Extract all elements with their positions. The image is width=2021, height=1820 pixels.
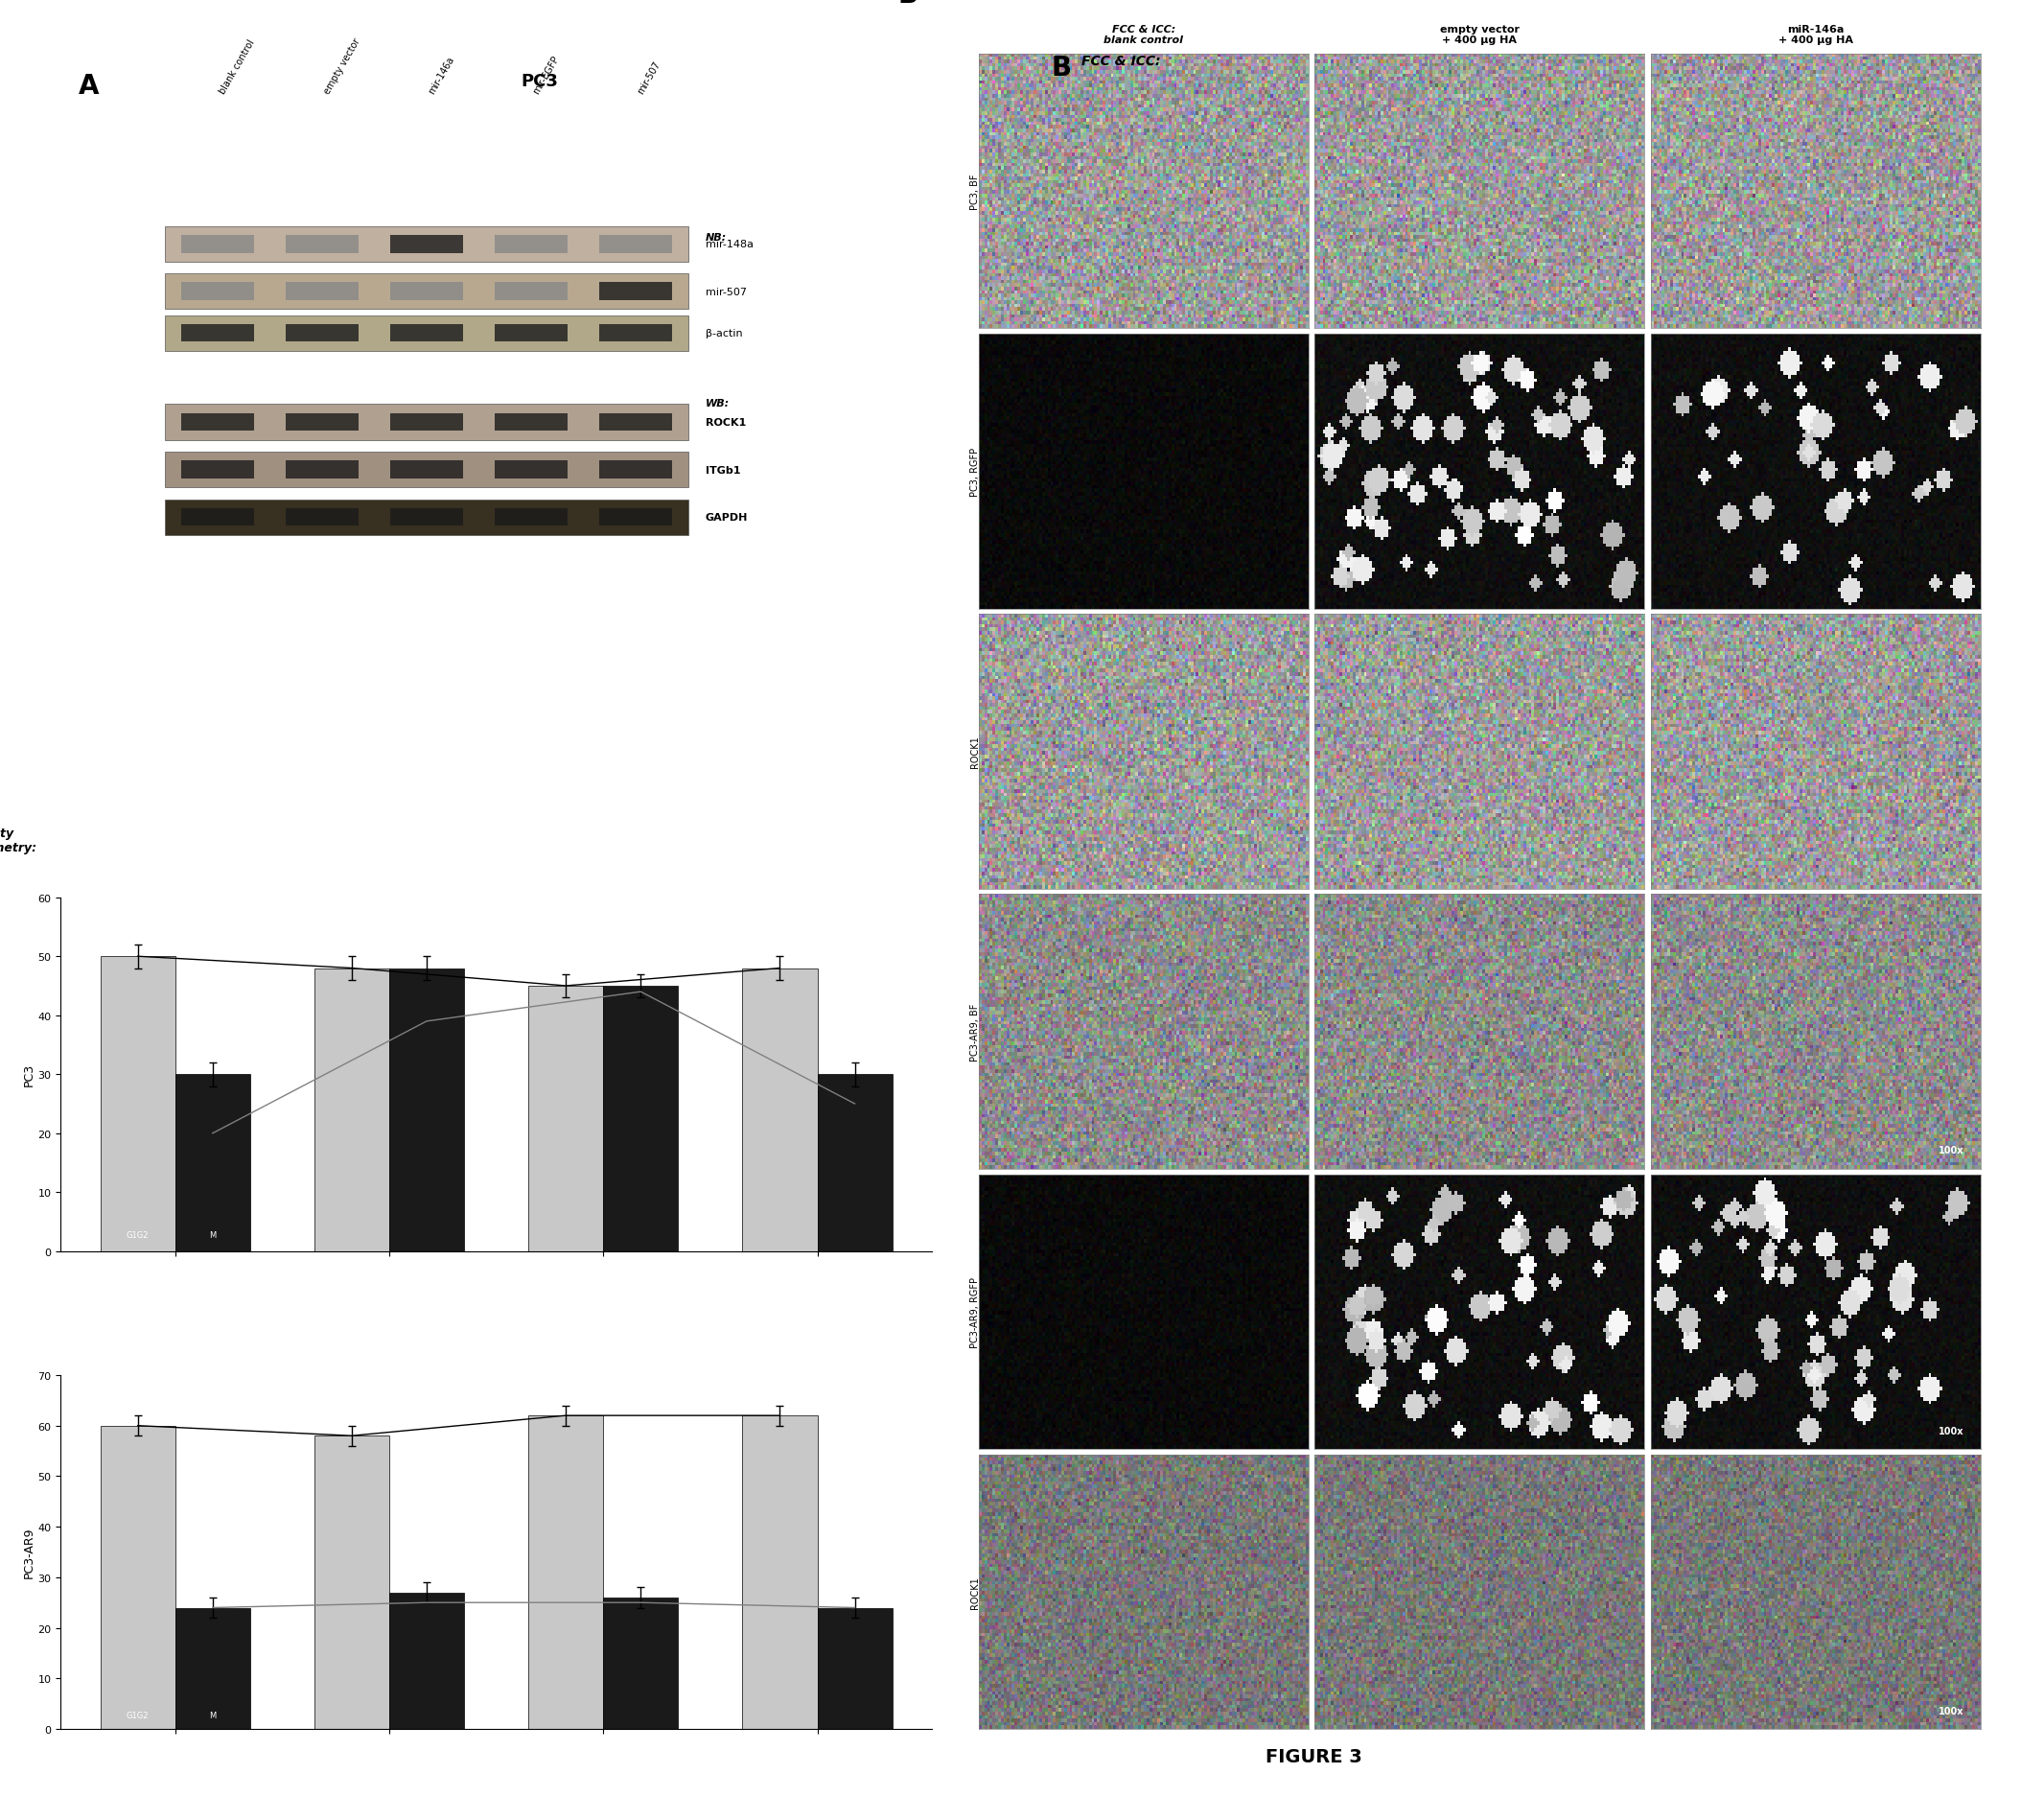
FancyBboxPatch shape <box>390 284 463 300</box>
FancyBboxPatch shape <box>285 324 358 342</box>
Y-axis label: ROCK1: ROCK1 <box>970 735 980 768</box>
Text: NB:: NB: <box>705 233 728 242</box>
FancyBboxPatch shape <box>598 324 673 342</box>
FancyBboxPatch shape <box>180 284 255 300</box>
Text: empty vector: empty vector <box>321 36 362 96</box>
Bar <box>315 968 390 1252</box>
Text: empty vector
+ 400 μg HA: empty vector + 400 μg HA <box>1439 25 1520 46</box>
FancyBboxPatch shape <box>285 237 358 253</box>
Y-axis label: ROCK1: ROCK1 <box>970 1576 980 1607</box>
Text: M: M <box>208 1711 216 1718</box>
Bar <box>315 1436 390 1729</box>
FancyBboxPatch shape <box>166 228 687 262</box>
FancyBboxPatch shape <box>285 460 358 479</box>
Text: G1G2: G1G2 <box>127 1230 150 1239</box>
FancyBboxPatch shape <box>285 284 358 300</box>
Text: PC3: PC3 <box>521 73 558 89</box>
FancyBboxPatch shape <box>390 510 463 526</box>
FancyBboxPatch shape <box>495 237 568 253</box>
FancyBboxPatch shape <box>598 413 673 431</box>
Text: mir-148a: mir-148a <box>705 240 754 249</box>
Y-axis label: PC3: PC3 <box>22 1063 34 1087</box>
Text: ROCK1: ROCK1 <box>705 419 746 428</box>
Text: GAPDH: GAPDH <box>705 513 748 522</box>
FancyBboxPatch shape <box>180 237 255 253</box>
Y-axis label: PC3, RGFP: PC3, RGFP <box>970 448 980 497</box>
FancyBboxPatch shape <box>598 460 673 479</box>
Text: G1G2: G1G2 <box>127 1711 150 1718</box>
FancyBboxPatch shape <box>180 510 255 526</box>
Text: B: B <box>897 0 918 9</box>
Bar <box>390 1592 465 1729</box>
Y-axis label: PC3-AR9, RGFP: PC3-AR9, RGFP <box>970 1276 980 1347</box>
Y-axis label: PC3, BF: PC3, BF <box>970 175 980 209</box>
Bar <box>176 1607 251 1729</box>
Text: β-actin: β-actin <box>705 329 742 339</box>
FancyBboxPatch shape <box>285 413 358 431</box>
Text: 100x: 100x <box>1938 1705 1964 1714</box>
FancyBboxPatch shape <box>166 317 687 351</box>
Bar <box>101 1425 176 1729</box>
FancyBboxPatch shape <box>166 404 687 440</box>
FancyBboxPatch shape <box>495 460 568 479</box>
Bar <box>816 1607 891 1729</box>
Bar <box>604 1598 679 1729</box>
FancyBboxPatch shape <box>390 460 463 479</box>
Bar <box>604 986 679 1252</box>
Text: M: M <box>208 1230 216 1239</box>
Text: A: A <box>79 73 99 100</box>
Text: FIGURE 3: FIGURE 3 <box>1265 1747 1362 1765</box>
Bar <box>527 1416 604 1729</box>
Text: mir-507: mir-507 <box>637 60 663 96</box>
FancyBboxPatch shape <box>495 284 568 300</box>
Text: B: B <box>1051 55 1071 82</box>
Text: mir-146a: mir-146a <box>426 55 455 96</box>
Bar <box>742 1416 816 1729</box>
Text: ITGb1: ITGb1 <box>705 466 740 475</box>
Text: DNA density
flow cytometry:: DNA density flow cytometry: <box>0 826 36 854</box>
FancyBboxPatch shape <box>180 460 255 479</box>
Bar <box>816 1074 891 1252</box>
Bar <box>101 957 176 1252</box>
Text: blank control: blank control <box>218 38 257 96</box>
Y-axis label: PC3-AR9: PC3-AR9 <box>22 1527 34 1578</box>
FancyBboxPatch shape <box>495 510 568 526</box>
FancyBboxPatch shape <box>390 237 463 253</box>
Text: miR-146a
+ 400 μg HA: miR-146a + 400 μg HA <box>1778 25 1853 46</box>
FancyBboxPatch shape <box>598 237 673 253</box>
FancyBboxPatch shape <box>598 284 673 300</box>
FancyBboxPatch shape <box>495 413 568 431</box>
FancyBboxPatch shape <box>180 413 255 431</box>
Text: 100x: 100x <box>1938 1147 1964 1156</box>
Bar <box>176 1074 251 1252</box>
FancyBboxPatch shape <box>166 275 687 309</box>
Text: mir-507: mir-507 <box>705 288 746 297</box>
Text: WB:: WB: <box>705 399 730 408</box>
FancyBboxPatch shape <box>166 453 687 488</box>
Y-axis label: PC3-AR9, BF: PC3-AR9, BF <box>970 1003 980 1061</box>
FancyBboxPatch shape <box>390 413 463 431</box>
Bar <box>390 968 465 1252</box>
Bar <box>527 986 604 1252</box>
FancyBboxPatch shape <box>285 510 358 526</box>
Text: FCC & ICC:
blank control: FCC & ICC: blank control <box>1103 25 1182 46</box>
FancyBboxPatch shape <box>390 324 463 342</box>
Text: 100x: 100x <box>1938 1425 1964 1436</box>
Text: mir-EGFP: mir-EGFP <box>532 55 560 96</box>
FancyBboxPatch shape <box>495 324 568 342</box>
Bar <box>742 968 816 1252</box>
FancyBboxPatch shape <box>180 324 255 342</box>
FancyBboxPatch shape <box>166 500 687 535</box>
Text: FCC & ICC:: FCC & ICC: <box>1081 55 1160 67</box>
FancyBboxPatch shape <box>598 510 673 526</box>
